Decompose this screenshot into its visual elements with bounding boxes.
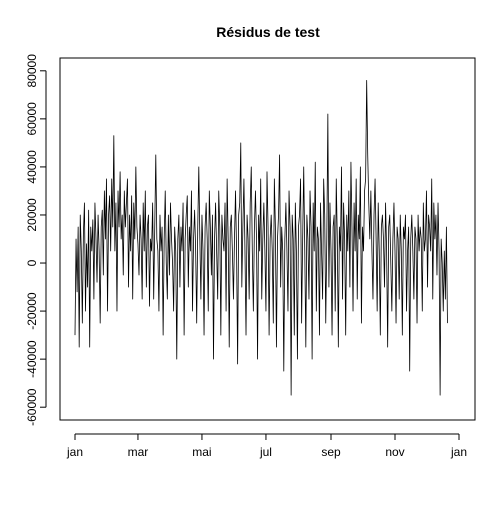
y-tick-label: -40000 [25, 340, 39, 378]
y-tick-label: -60000 [25, 388, 39, 426]
y-tick-label: 0 [25, 259, 39, 266]
x-tick-label: jul [259, 445, 272, 459]
plot-frame [59, 57, 476, 421]
y-tick-label: 60000 [25, 102, 39, 136]
x-tick-label: jan [450, 445, 467, 459]
x-tick-label: mar [128, 445, 149, 459]
y-tick-label: 80000 [25, 54, 39, 88]
series-layer [74, 80, 448, 396]
x-tick-label: sep [321, 445, 341, 459]
x-tick-label: mai [192, 445, 211, 459]
x-tick-label: nov [385, 445, 404, 459]
y-tick-label: -20000 [25, 292, 39, 330]
series-line-0 [74, 80, 448, 396]
y-tick-label: 20000 [25, 198, 39, 232]
chart-title: Résidus de test [216, 24, 320, 40]
x-axis: jan mar mai jul sep nov jan [66, 433, 467, 459]
x-tick-label: jan [66, 445, 83, 459]
y-axis: -60000 -40000 -20000 0 20000 40000 60000 80000 [25, 54, 47, 426]
y-tick-label: 40000 [25, 150, 39, 184]
